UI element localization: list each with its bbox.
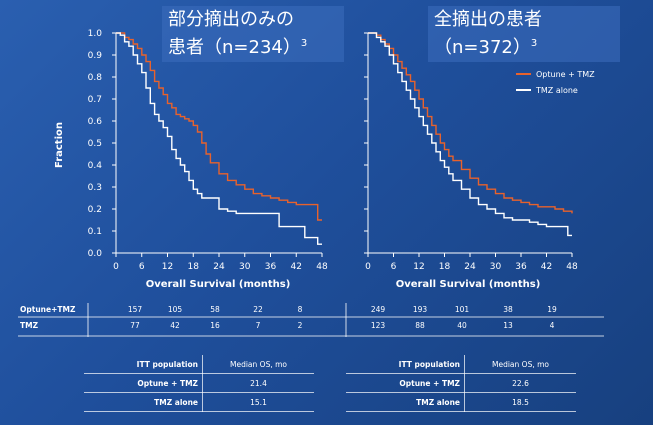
median-row-label: Optune + TMZ [84,373,203,393]
chart-legend: Optune + TMZ TMZ alone [516,70,595,95]
median-header-value: Median OS, mo [202,355,314,374]
y-tick-label: 0.0 [88,249,103,259]
median-header-label: ITT population [84,355,203,374]
left-title-line2: 患者（n=234） [168,37,301,58]
x-tick-label: 0 [365,262,371,272]
median-row-label: Optune + TMZ [346,373,465,393]
x-tick-label: 36 [515,262,527,272]
y-tick-label: 0.6 [88,117,103,127]
x-tick-label: 18 [188,262,200,272]
x-tick-label: 18 [439,262,451,272]
x-tick-label: 24 [464,262,476,272]
left-title-line1: 部分摘出のみの [168,9,294,30]
x-tick-label: 12 [413,262,424,272]
x-tick-label: 48 [566,262,578,272]
chart-left-partial-resection: 0 6 12 18 24 30 36 42 48 0.0 0.1 0.2 0.3 0.4 0.5 0.6 0.7… [88,29,328,272]
median-row-label: TMZ alone [84,392,203,412]
y-tick-label: 0.7 [88,95,102,105]
y-tick-label: 0.2 [88,205,102,215]
y-tick-label: 1.0 [88,29,103,39]
x-tick-label: 42 [291,262,302,272]
median-row-value: 22.6 [464,373,576,393]
x-tick-label: 6 [139,262,145,272]
median-row-value: 21.4 [202,373,314,393]
y-tick-label: 0.3 [88,183,102,193]
right-title-line1: 全摘出の患者 [434,9,542,30]
series-line-tmz-alone [368,32,572,237]
median-os-table-right: ITT population Median OS, mo Optune + TMZ… [346,355,576,412]
right-title-footnote: 3 [530,38,538,49]
x-axis-label-right: Overall Survival (months) [396,279,541,290]
x-axis-label-left: Overall Survival (months) [146,279,291,290]
x-tick-label: 48 [316,262,328,272]
x-tick-label: 42 [541,262,552,272]
legend-label-optune: Optune + TMZ [536,70,595,79]
x-tick-label: 12 [162,262,173,272]
y-axis-label: Fraction [54,122,65,168]
x-tick-label: 30 [490,262,502,272]
x-tick-label: 6 [391,262,397,272]
y-tick-label: 0.8 [88,73,103,83]
series-line-tmz-alone [116,32,322,245]
x-tick-label: 36 [265,262,277,272]
chart-right-total-resection: 0 6 12 18 24 30 36 42 48 [364,32,578,272]
median-row-value: 15.1 [202,392,314,412]
median-os-table-left: ITT population Median OS, mo Optune + TMZ… [84,355,314,412]
y-tick-label: 0.1 [88,227,102,237]
series-line-optune-tmz [368,32,573,214]
y-tick-label: 0.4 [88,161,103,171]
left-chart-title: 部分摘出のみの 患者（n=234）3 [162,6,344,62]
right-title-line2: （n=372） [434,37,531,58]
y-tick-label: 0.5 [88,139,102,149]
x-tick-label: 24 [213,262,225,272]
median-header-value: Median OS, mo [464,355,576,374]
median-header-label: ITT population [346,355,465,374]
median-row-label: TMZ alone [346,392,465,412]
left-title-footnote: 3 [300,38,308,49]
x-tick-label: 30 [239,262,251,272]
series-line-optune-tmz [116,32,322,221]
x-tick-label: 0 [113,262,119,272]
right-chart-title: 全摘出の患者 （n=372）3 [428,6,620,62]
y-tick-label: 0.9 [88,51,103,61]
median-row-value: 18.5 [464,392,576,412]
legend-label-tmz: TMZ alone [535,86,578,95]
